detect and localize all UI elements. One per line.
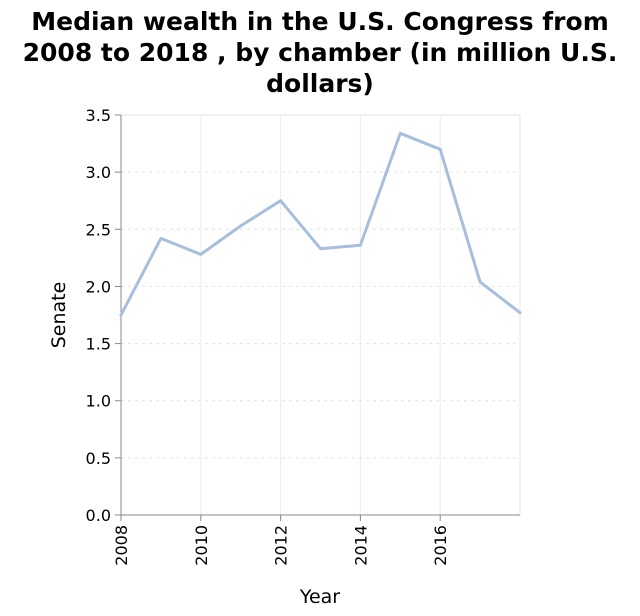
plot-frame [120,114,521,516]
x-tick-label: 2014 [351,525,370,566]
series-lines [119,131,522,317]
y-tick-label: 1.0 [86,392,111,411]
x-tick-label: 2010 [192,525,211,566]
y-tick-label: 0.5 [86,449,111,468]
x-tick-label: 2016 [431,525,450,566]
series-line [119,131,522,317]
y-tick-label: 3.0 [86,163,111,182]
y-tick-label: 3.5 [86,106,111,125]
x-tick-label: 2012 [272,525,291,566]
y-tick-label: 0.0 [86,506,111,525]
title-line-1: Median wealth in the U.S. Congress from [31,7,609,36]
title-line-2: 2008 to 2018 , by chamber (in million U.… [23,38,618,67]
y-axis-title: Senate [48,282,70,349]
y-tick-label: 1.5 [86,335,111,354]
gridlines [120,114,521,516]
axes [115,114,520,521]
y-tick-label: 2.5 [86,220,111,239]
x-tick-label: 2008 [112,525,131,566]
x-axis-title: Year [299,586,340,608]
y-tick-label: 2.0 [86,277,111,296]
chart-title: Median wealth in the U.S. Congress from … [23,7,618,98]
tick-labels: 0.0 0.5 1.0 1.5 2.0 2.5 3.0 3.5 2008 2010 2012 2014… [86,106,451,566]
title-line-3: dollars) [266,69,374,98]
